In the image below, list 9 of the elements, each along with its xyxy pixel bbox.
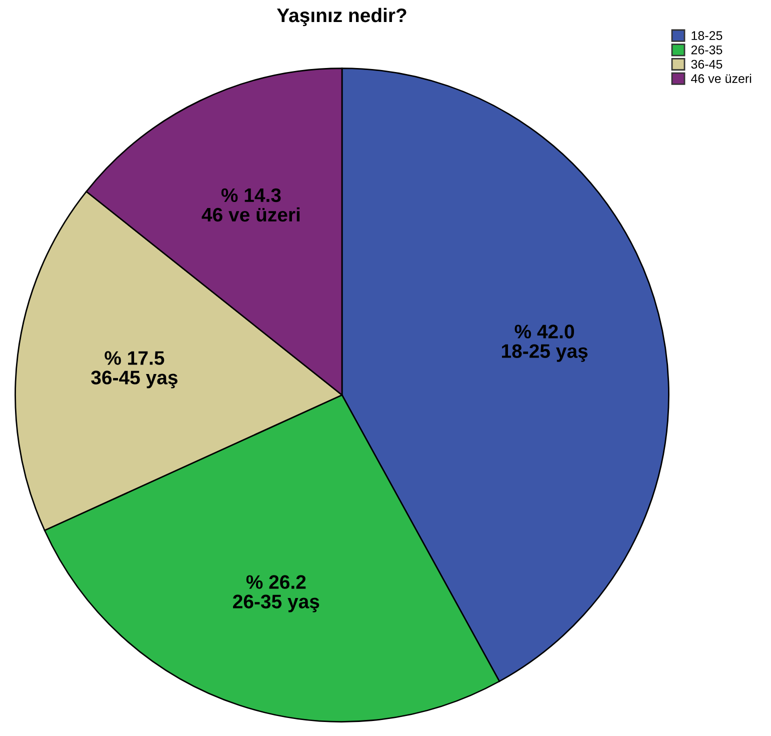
legend-label: 26-35 <box>691 45 722 54</box>
data-label: % 26.2 26-35 yaş <box>233 575 320 612</box>
legend-label: 18-25 <box>692 31 722 40</box>
data-label: % 42.0 18-25 yaş <box>502 324 588 362</box>
chart-title: Yaşınız nedir? <box>276 8 406 26</box>
legend-label: 46 ve üzeri <box>691 74 752 84</box>
data-label: % 14.3 46 ve üzeri <box>202 188 300 222</box>
legend-label: 36-45 <box>691 60 722 69</box>
data-label: % 17.5 36-45 yaş <box>91 351 178 388</box>
